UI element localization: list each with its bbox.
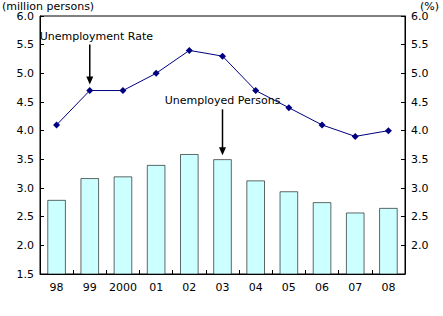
svg-text:5.0: 5.0 <box>17 67 35 80</box>
svg-text:6.0: 6.0 <box>17 10 35 23</box>
svg-text:2000: 2000 <box>109 281 137 294</box>
svg-text:4.0: 4.0 <box>411 124 429 137</box>
svg-text:4.0: 4.0 <box>17 124 35 137</box>
svg-text:05: 05 <box>282 281 296 294</box>
svg-text:08: 08 <box>381 281 395 294</box>
svg-text:2.0: 2.0 <box>411 239 429 252</box>
svg-text:2.0: 2.0 <box>17 239 35 252</box>
svg-text:4.5: 4.5 <box>411 96 429 109</box>
svg-text:99: 99 <box>83 281 97 294</box>
svg-text:Unemployed Persons: Unemployed Persons <box>165 94 281 107</box>
svg-text:1.5: 1.5 <box>17 268 35 281</box>
svg-text:2.5: 2.5 <box>411 210 429 223</box>
svg-text:06: 06 <box>315 281 329 294</box>
svg-text:5.5: 5.5 <box>411 38 429 51</box>
svg-text:6.0: 6.0 <box>411 10 429 23</box>
svg-text:01: 01 <box>149 281 163 294</box>
svg-text:4.5: 4.5 <box>17 96 35 109</box>
svg-text:98: 98 <box>50 281 64 294</box>
svg-text:(million persons): (million persons) <box>2 0 95 13</box>
svg-text:07: 07 <box>348 281 362 294</box>
svg-text:5.5: 5.5 <box>17 38 35 51</box>
svg-text:3.0: 3.0 <box>411 182 429 195</box>
svg-text:3.0: 3.0 <box>17 182 35 195</box>
svg-text:03: 03 <box>216 281 230 294</box>
svg-text:3.5: 3.5 <box>411 153 429 166</box>
svg-text:2.5: 2.5 <box>17 210 35 223</box>
svg-text:04: 04 <box>249 281 263 294</box>
svg-text:5.0: 5.0 <box>411 67 429 80</box>
svg-text:Unemployment Rate: Unemployment Rate <box>40 30 154 43</box>
svg-text:02: 02 <box>182 281 196 294</box>
svg-text:3.5: 3.5 <box>17 153 35 166</box>
